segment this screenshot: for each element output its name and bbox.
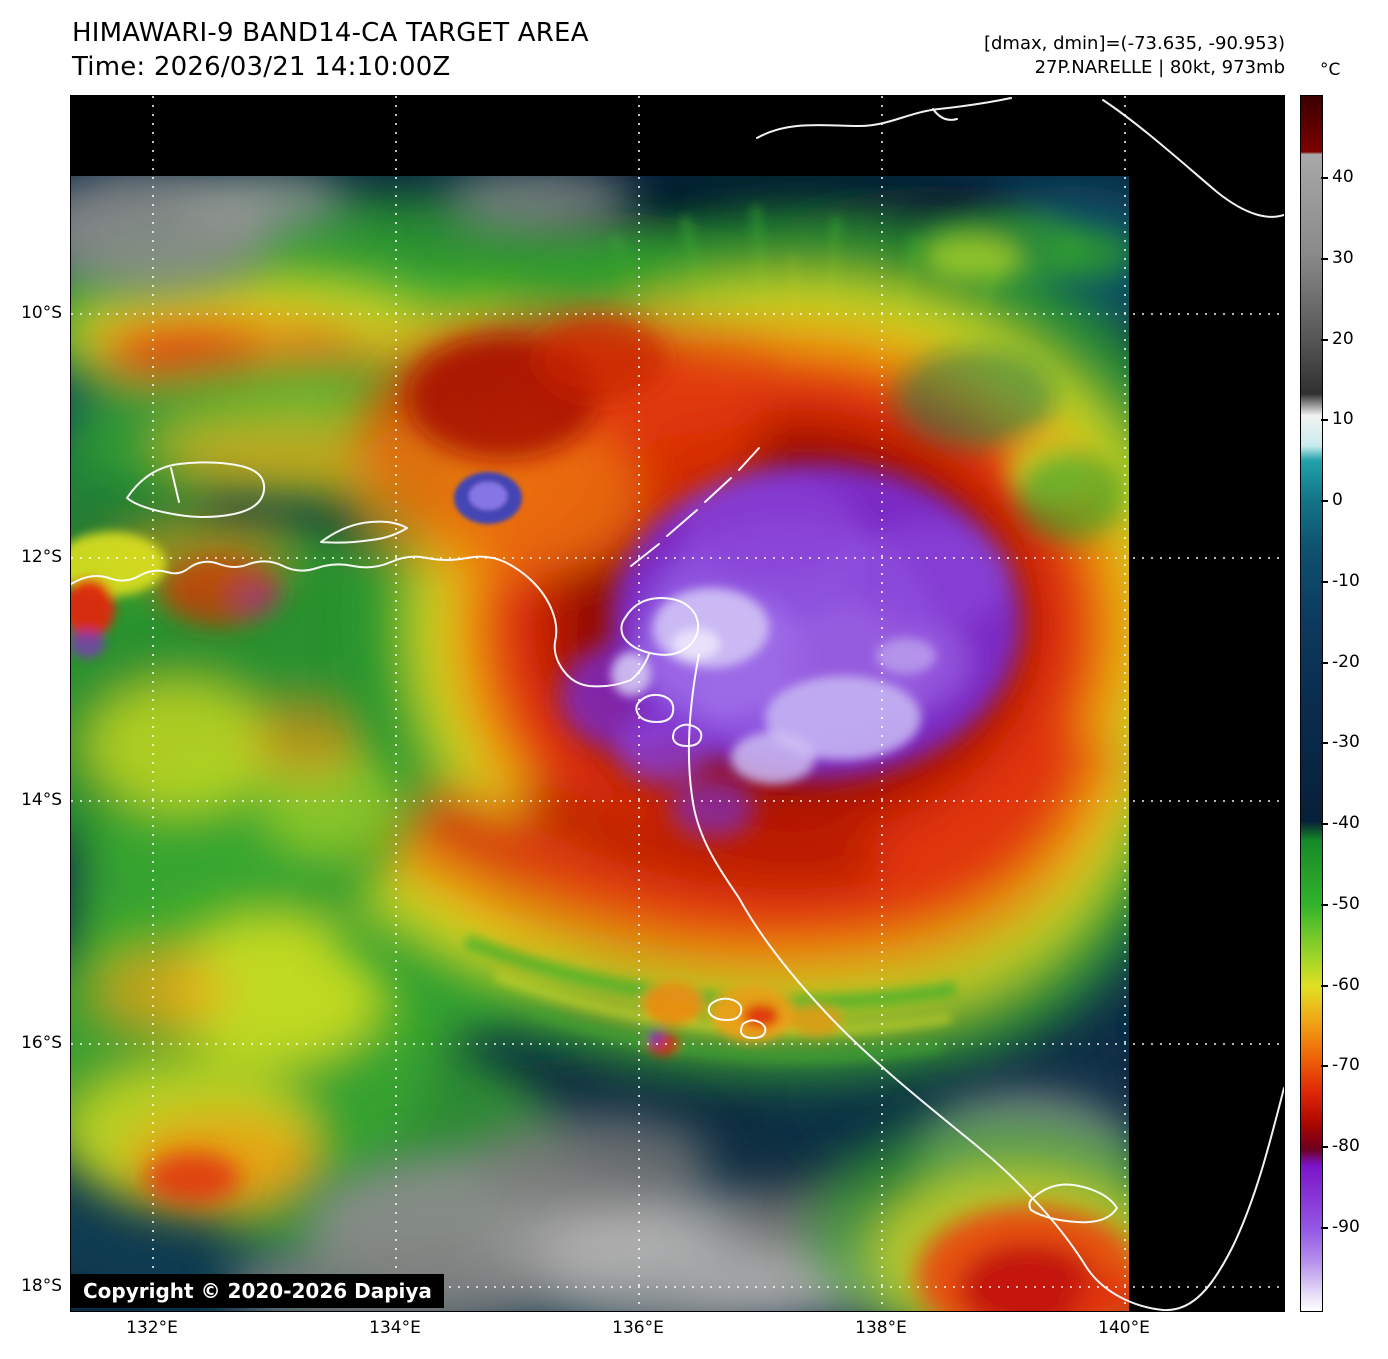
dmax-dmin-readout: [dmax, dmin]=(-73.635, -90.953) bbox=[983, 33, 1285, 54]
cobourg-peninsula bbox=[320, 520, 408, 544]
cyclone-coldest-tops bbox=[611, 588, 936, 784]
lon-tick-label: 134°E bbox=[369, 1318, 421, 1338]
hot-towers-southeast bbox=[806, 1116, 1129, 1311]
colorbar-unit-label: °C bbox=[1320, 60, 1341, 80]
colorbar-tick-label: -30 bbox=[1321, 732, 1360, 752]
groote-eylandt bbox=[620, 597, 700, 656]
colorbar-tick-label: 0 bbox=[1321, 490, 1343, 510]
cyclone-nw-patch bbox=[408, 316, 666, 460]
header-right-info: [dmax, dmin]=(-73.635, -90.953) 27P.NARE… bbox=[984, 32, 1285, 80]
island bbox=[635, 693, 675, 723]
tiwi-islands bbox=[126, 461, 266, 518]
coastline-new-guinea-notch bbox=[932, 108, 958, 121]
page-title: HIMAWARI-9 BAND14-CA TARGET AREA bbox=[72, 18, 589, 48]
wessel-islands bbox=[704, 477, 732, 503]
scattered-cells-northeast bbox=[896, 210, 1129, 541]
colorbar-tick-label: 30 bbox=[1321, 248, 1354, 268]
colorbar-tick-label: -40 bbox=[1321, 813, 1360, 833]
lon-tick-label: 138°E bbox=[855, 1318, 907, 1338]
colorbar-tick-label: -90 bbox=[1321, 1217, 1360, 1237]
coastline-cape-york bbox=[1102, 99, 1284, 218]
colorbar-tick-label: -20 bbox=[1321, 652, 1360, 672]
wellesley-islands bbox=[707, 997, 743, 1021]
storm-info: 27P.NARELLE | 80kt, 973mb bbox=[1034, 57, 1285, 78]
colorbar-tick-label: 20 bbox=[1321, 329, 1354, 349]
wessel-islands bbox=[630, 543, 660, 567]
lat-tick-label: 10°S bbox=[21, 303, 62, 323]
lat-tick-label: 16°S bbox=[21, 1033, 62, 1053]
colorbar-tick-label: -60 bbox=[1321, 975, 1360, 995]
coastline-top-end bbox=[71, 555, 650, 688]
lon-tick-label: 140°E bbox=[1098, 1318, 1150, 1338]
colorbar-tick-label: -70 bbox=[1321, 1055, 1360, 1075]
coastlines bbox=[71, 97, 1284, 1311]
colorbar-tick-label: -80 bbox=[1321, 1136, 1360, 1156]
colorbar-tick-label: -50 bbox=[1321, 894, 1360, 914]
tiwi-strait bbox=[170, 467, 180, 503]
timestamp: Time: 2026/03/21 14:10:00Z bbox=[72, 52, 451, 82]
coastline-gulf-of-carpentaria bbox=[687, 653, 1284, 1311]
data-region bbox=[71, 176, 1129, 1311]
map-plot-area: Copyright © 2020-2026 Dapiya bbox=[70, 95, 1285, 1312]
mornington-island bbox=[1028, 1183, 1118, 1224]
wessel-islands bbox=[666, 509, 698, 537]
colorbar-tick-label: 40 bbox=[1321, 167, 1354, 187]
lon-tick-label: 136°E bbox=[612, 1318, 664, 1338]
lat-tick-label: 14°S bbox=[21, 790, 62, 810]
wessel-islands bbox=[738, 447, 760, 471]
lat-tick-label: 18°S bbox=[21, 1276, 62, 1296]
satellite-imagery bbox=[71, 96, 1284, 1311]
colorbar-tick-label: 10 bbox=[1321, 409, 1354, 429]
copyright-badge: Copyright © 2020-2026 Dapiya bbox=[71, 1274, 444, 1308]
island bbox=[672, 723, 703, 747]
wellesley-islands bbox=[740, 1019, 767, 1039]
temperature-colorbar bbox=[1300, 95, 1323, 1312]
cyclone bbox=[332, 205, 1129, 1080]
coastline-new-guinea bbox=[756, 97, 1012, 139]
lat-tick-label: 12°S bbox=[21, 547, 62, 567]
cold-overshoot-west bbox=[454, 472, 522, 524]
colorbar-tick-label: -10 bbox=[1321, 571, 1360, 591]
lon-tick-label: 132°E bbox=[126, 1318, 178, 1338]
